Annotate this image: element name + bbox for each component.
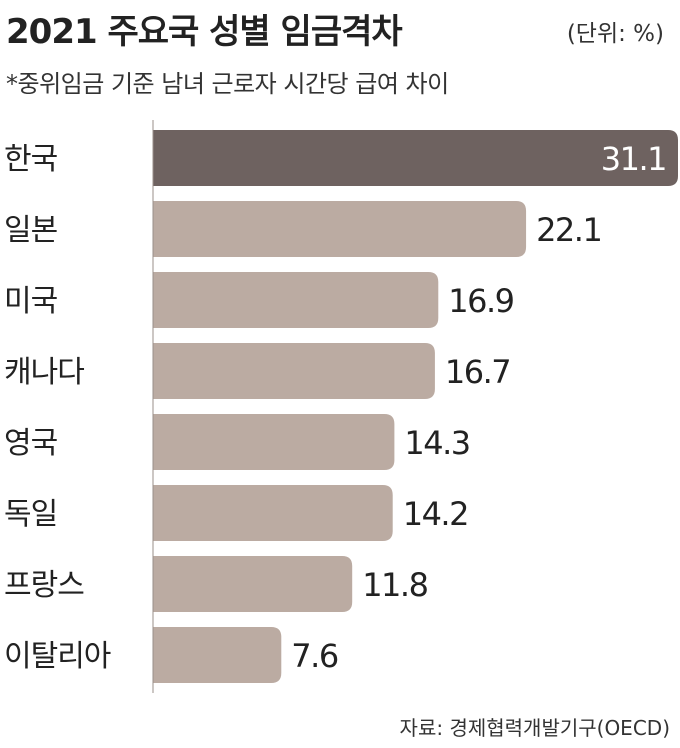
bar: [153, 414, 395, 470]
value-label: 14.2: [403, 495, 468, 533]
bar: [153, 272, 439, 328]
bar: [153, 485, 393, 541]
category-label: 캐나다: [4, 355, 84, 390]
value-label: 11.8: [362, 566, 427, 604]
value-label: 22.1: [536, 211, 601, 249]
bar: [153, 130, 678, 186]
unit-label: (단위: %): [566, 21, 664, 47]
category-label: 미국: [4, 284, 58, 319]
category-label: 영국: [4, 426, 58, 461]
title-row: 2021 주요국 성별 임금격차 (단위: %): [6, 4, 678, 54]
source-note: 자료: 경제협력개발기구(OECD): [399, 716, 670, 740]
chart-title: 2021 주요국 성별 임금격차: [6, 12, 403, 52]
chart-subtitle: *중위임금 기준 남녀 근로자 시간당 급여 차이: [6, 70, 449, 98]
value-label: 31.1: [601, 140, 666, 178]
category-label: 일본: [4, 213, 57, 248]
bar: [153, 343, 435, 399]
bar-chart: 한국 31.1 일본 22.1 미국 16.9 캐나다 16.7 영국 14.3 독일 14.2 프랑스…: [4, 120, 678, 693]
value-label: 7.6: [291, 637, 338, 675]
category-label: 프랑스: [4, 568, 84, 603]
bar: [153, 201, 527, 257]
bar: [153, 556, 353, 612]
bar: [153, 627, 282, 683]
value-label: 14.3: [404, 424, 469, 462]
value-label: 16.9: [448, 282, 513, 320]
category-label: 이탈리아: [4, 639, 111, 674]
value-label: 16.7: [445, 353, 510, 391]
category-label: 독일: [4, 497, 57, 532]
category-label: 한국: [4, 142, 58, 177]
